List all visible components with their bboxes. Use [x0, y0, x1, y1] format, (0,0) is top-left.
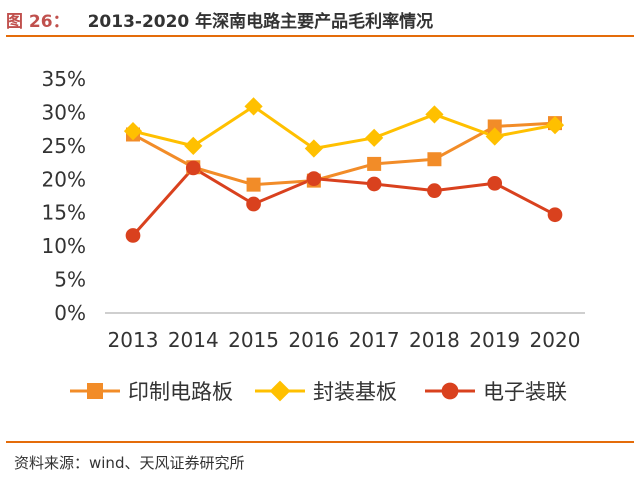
- data-point-marker: [304, 139, 323, 158]
- series-line-3: [131, 166, 556, 237]
- legend-label: 封装基板: [313, 380, 397, 404]
- x-tick-label: 2013: [108, 328, 159, 352]
- top-divider: [6, 35, 634, 37]
- data-point-marker: [246, 196, 261, 212]
- data-point-marker: [485, 127, 504, 146]
- x-tick-label: 2015: [228, 328, 279, 352]
- x-tick-label: 2018: [409, 328, 460, 352]
- source-note: 资料来源：wind、天风证券研究所: [14, 454, 245, 472]
- y-tick-label: 10%: [42, 234, 86, 258]
- data-point-marker: [487, 119, 502, 134]
- data-point-marker: [545, 116, 565, 135]
- data-point-marker: [125, 228, 141, 243]
- chart-title: 2013-2020 年深南电路主要产品毛利率情况: [87, 11, 434, 32]
- data-point-marker: [427, 152, 442, 167]
- series-line-2: [132, 104, 556, 151]
- y-tick-label: 35%: [42, 67, 86, 91]
- data-point-marker: [244, 97, 263, 116]
- x-tick-label: 2020: [530, 328, 581, 352]
- data-point-marker: [547, 207, 563, 223]
- data-point-marker: [425, 105, 444, 124]
- x-tick-label: 2014: [168, 328, 219, 352]
- line-chart: 0%5%10%15%20%25%30%35% 2013 2014 2015 2016 2…: [42, 67, 585, 404]
- data-point-marker: [367, 156, 382, 171]
- data-point-marker: [427, 183, 442, 199]
- data-point-marker: [184, 136, 203, 155]
- series-lines: [131, 104, 556, 237]
- data-point-marker: [123, 122, 143, 141]
- y-tick-label: 5%: [54, 268, 86, 292]
- y-tick-label: 0%: [54, 301, 86, 325]
- data-point-marker: [306, 171, 322, 186]
- y-tick-label: 20%: [42, 167, 86, 191]
- y-axis-ticks: 0% 5% 10% 15% 20% 25% 30% 35%: [42, 67, 86, 325]
- figure-header: 图 26： 2013-2020 年深南电路主要产品毛利率情况: [6, 6, 634, 32]
- y-tick-label: 15%: [42, 201, 86, 225]
- legend-label: 电子装联: [483, 380, 567, 404]
- legend-label: 印制电路板: [128, 380, 233, 404]
- data-point-marker: [366, 176, 382, 192]
- data-point-marker: [246, 177, 261, 192]
- x-tick-label: 2016: [288, 328, 339, 352]
- y-tick-label: 30%: [42, 100, 86, 124]
- legend-marker: [441, 382, 459, 400]
- series-markers: [123, 97, 565, 243]
- data-point-marker: [487, 175, 503, 191]
- data-point-marker: [365, 128, 384, 147]
- legend-marker: [269, 380, 291, 402]
- legend-marker: [87, 383, 103, 399]
- figure-label: 图 26：: [6, 11, 70, 32]
- bottom-divider: [6, 441, 634, 443]
- x-tick-label: 2019: [469, 328, 520, 352]
- y-tick-label: 25%: [42, 134, 86, 158]
- legend: 印制电路板 封装基板 电子装联: [70, 380, 567, 404]
- x-axis-ticks: 2013 2014 2015 2016 2017 2018 2019 2020: [108, 328, 581, 352]
- data-point-marker: [185, 160, 201, 176]
- x-tick-label: 2017: [349, 328, 400, 352]
